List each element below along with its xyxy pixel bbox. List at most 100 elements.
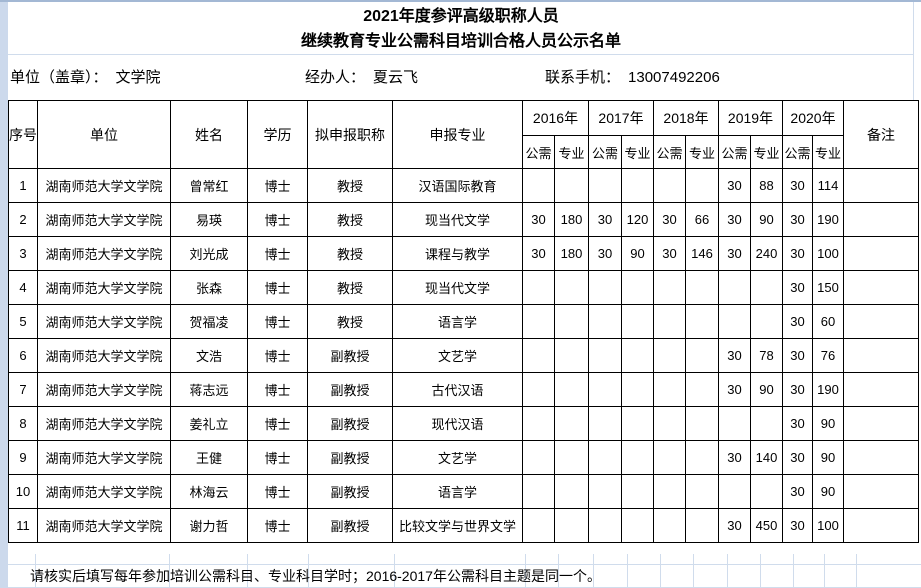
cell-name: 王健 xyxy=(170,440,248,475)
cell-title: 教授 xyxy=(307,270,393,305)
cell-score: 66 xyxy=(685,202,719,237)
cell-score xyxy=(653,406,686,441)
cell-score xyxy=(621,440,654,475)
subheader-public: 公需 xyxy=(522,135,555,169)
header-year-2017: 2017年 xyxy=(588,100,654,136)
cell-score: 30 xyxy=(782,304,813,339)
cell-score xyxy=(653,474,686,509)
cell-score xyxy=(522,270,555,305)
cell-title: 教授 xyxy=(307,202,393,237)
cell-degree: 博士 xyxy=(247,304,308,339)
cell-score: 30 xyxy=(782,440,813,475)
spreadsheet-cell xyxy=(794,565,825,588)
subheader-public: 公需 xyxy=(588,135,622,169)
cell-name: 林海云 xyxy=(170,474,248,509)
title-line-1: 2021年度参评高级职称人员 xyxy=(363,8,559,25)
roster-table: 序号 单位 姓名 学历 拟申报职称 申报专业 2016年 2017年 2018年… xyxy=(8,100,919,543)
cell-score: 30 xyxy=(782,168,813,203)
table-row: 9 湖南师范大学文学院 王健 博士 副教授 文艺学 30 140 30 90 xyxy=(8,440,919,475)
header-proposed-title: 拟申报职称 xyxy=(307,100,393,169)
table-row: 4 湖南师范大学文学院 张森 博士 教授 现当代文学 30 150 xyxy=(8,270,919,305)
cell-index: 2 xyxy=(8,202,38,237)
cell-score xyxy=(554,372,589,407)
subheader-public: 公需 xyxy=(718,135,751,169)
spreadsheet-cell xyxy=(761,554,794,565)
cell-remark xyxy=(843,338,919,373)
cell-score xyxy=(685,440,719,475)
cell-degree: 博士 xyxy=(247,236,308,271)
cell-name: 蒋志远 xyxy=(170,372,248,407)
cell-degree: 博士 xyxy=(247,168,308,203)
cell-score xyxy=(522,440,555,475)
cell-score xyxy=(653,168,686,203)
document-title: 2021年度参评高级职称人员 继续教育专业公需科目培训合格人员公示名单 xyxy=(8,2,914,55)
cell-major: 语言学 xyxy=(392,474,523,509)
cell-score: 30 xyxy=(718,236,751,271)
table-row: 5 湖南师范大学文学院 贺福凌 博士 教授 语言学 30 60 xyxy=(8,304,919,339)
handler-value: 夏云飞 xyxy=(373,69,419,86)
spreadsheet-cell xyxy=(395,554,526,565)
cell-score xyxy=(653,304,686,339)
cell-score xyxy=(685,270,719,305)
cell-remark xyxy=(843,508,919,543)
cell-remark xyxy=(843,168,919,203)
unit-label: 单位（盖章）： xyxy=(10,69,108,86)
cell-name: 姜礼立 xyxy=(170,406,248,441)
cell-score xyxy=(522,406,555,441)
phone-field: 联系手机： 13007492206 xyxy=(545,56,720,100)
top-edge-line xyxy=(0,0,921,2)
cell-major: 文艺学 xyxy=(392,338,523,373)
cell-degree: 博士 xyxy=(247,508,308,543)
spreadsheet-cell xyxy=(728,554,761,565)
unit-value: 文学院 xyxy=(115,69,161,86)
cell-title: 副教授 xyxy=(307,508,393,543)
cell-score xyxy=(685,474,719,509)
subheader-professional: 专业 xyxy=(812,135,844,169)
cell-title: 副教授 xyxy=(307,372,393,407)
subheader-professional: 专业 xyxy=(621,135,654,169)
cell-degree: 博士 xyxy=(247,270,308,305)
title-line-2: 继续教育专业公需科目培训合格人员公示名单 xyxy=(300,33,621,50)
cell-score xyxy=(718,304,751,339)
cell-score xyxy=(718,406,751,441)
cell-score: 30 xyxy=(718,338,751,373)
spreadsheet-cell xyxy=(36,554,170,565)
cell-remark xyxy=(843,474,919,509)
left-margin-strip xyxy=(0,0,8,588)
subheader-public: 公需 xyxy=(782,135,813,169)
cell-degree: 博士 xyxy=(247,440,308,475)
cell-score xyxy=(554,338,589,373)
cell-score xyxy=(554,474,589,509)
table-row: 6 湖南师范大学文学院 文浩 博士 副教授 文艺学 30 78 30 76 xyxy=(8,338,919,373)
cell-score: 88 xyxy=(750,168,783,203)
cell-score: 30 xyxy=(782,338,813,373)
cell-unit: 湖南师范大学文学院 xyxy=(37,168,171,203)
cell-score xyxy=(685,406,719,441)
cell-score: 30 xyxy=(653,202,686,237)
cell-index: 1 xyxy=(8,168,38,203)
table-row: 7 湖南师范大学文学院 蒋志远 博士 副教授 古代汉语 30 90 30 190 xyxy=(8,372,919,407)
cell-score xyxy=(588,372,622,407)
info-row: 单位（盖章）： 文学院 经办人： 夏云飞 联系手机： 13007492206 xyxy=(8,56,914,100)
cell-title: 副教授 xyxy=(307,338,393,373)
cell-score xyxy=(522,168,555,203)
cell-score: 30 xyxy=(718,508,751,543)
cell-score: 140 xyxy=(750,440,783,475)
cell-score: 90 xyxy=(750,202,783,237)
cell-unit: 湖南师范大学文学院 xyxy=(37,508,171,543)
cell-score: 100 xyxy=(812,508,844,543)
subheader-professional: 专业 xyxy=(750,135,783,169)
cell-score xyxy=(718,474,751,509)
cell-score: 90 xyxy=(750,372,783,407)
header-unit: 单位 xyxy=(37,100,171,169)
cell-score xyxy=(750,474,783,509)
cell-remark xyxy=(843,270,919,305)
cell-unit: 湖南师范大学文学院 xyxy=(37,304,171,339)
cell-index: 3 xyxy=(8,236,38,271)
cell-major: 语言学 xyxy=(392,304,523,339)
table-row: 2 湖南师范大学文学院 易瑛 博士 教授 现当代文学 30 180 30 120 30 66 30 90 3… xyxy=(8,202,919,237)
cell-unit: 湖南师范大学文学院 xyxy=(37,372,171,407)
cell-name: 张森 xyxy=(170,270,248,305)
cell-name: 易瑛 xyxy=(170,202,248,237)
